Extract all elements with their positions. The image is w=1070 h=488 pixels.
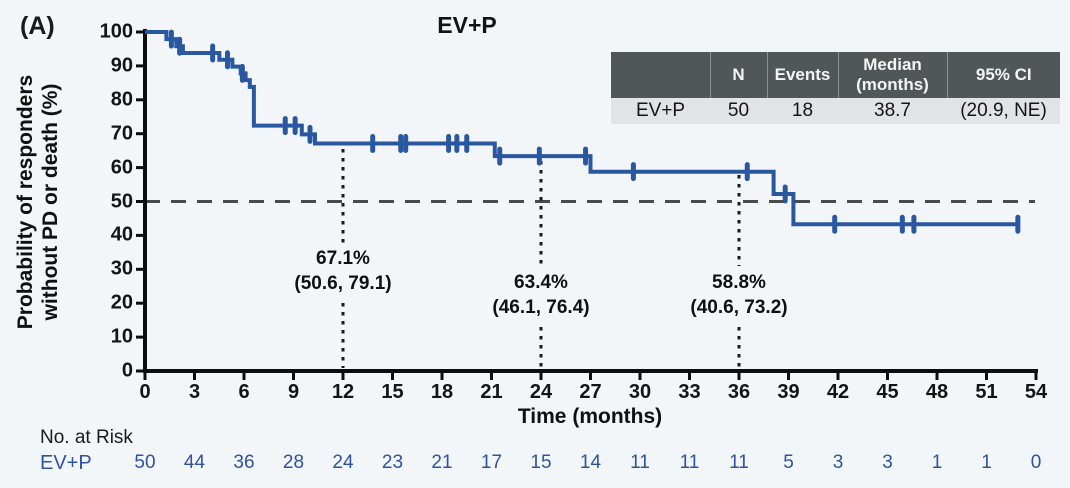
x-tick-label-12: 12: [331, 381, 355, 403]
y-tick-label-60: 60: [110, 156, 133, 179]
at-risk-count-36mo: 11: [729, 452, 749, 473]
at-risk-count-15mo: 23: [381, 452, 404, 473]
at-risk-count-27mo: 14: [579, 452, 602, 473]
at-risk-count-45mo: 3: [882, 452, 893, 473]
at-risk-count-51mo: 1: [981, 452, 992, 473]
x-tick-label-51: 51: [975, 381, 998, 403]
at-risk-count-0mo: 50: [134, 452, 156, 473]
landmark-annotation-36mo: 58.8% (40.6, 73.2): [690, 270, 787, 320]
x-tick-label-36: 36: [727, 381, 751, 403]
summary-header-ci: 95% CI: [947, 52, 1060, 98]
y-axis-label-line1: Probability of responders: [14, 74, 37, 330]
at-risk-count-18mo: 21: [431, 452, 453, 473]
at-risk-count-12mo: 24: [332, 452, 354, 473]
y-tick-label-100: 100: [99, 20, 133, 43]
summary-header-n: N: [710, 52, 768, 98]
at-risk-count-24mo: 15: [530, 452, 552, 473]
landmark-annotation-12mo: 67.1% (50.6, 79.1): [294, 246, 391, 296]
x-tick-label-54: 54: [1024, 381, 1048, 403]
y-tick-label-10: 10: [110, 325, 133, 348]
landmark-ci: (50.6, 79.1): [294, 273, 392, 294]
at-risk-count-9mo: 28: [282, 452, 305, 473]
x-tick-label-45: 45: [876, 381, 899, 403]
at-risk-group-label: EV+P: [40, 452, 92, 474]
x-tick-label-3: 3: [188, 381, 201, 403]
y-tick-label-70: 70: [110, 122, 133, 145]
y-tick-label-50: 50: [110, 190, 133, 212]
y-tick-label-90: 90: [110, 54, 133, 77]
y-tick-label-0: 0: [121, 359, 133, 382]
y-tick-label-40: 40: [110, 223, 133, 246]
at-risk-count-30mo: 11: [630, 452, 650, 473]
at-risk-count-54mo: 0: [1030, 452, 1042, 473]
at-risk-section-label: No. at Risk: [40, 427, 133, 448]
x-tick-label-48: 48: [925, 381, 949, 403]
panel-label: (A): [20, 12, 55, 40]
at-risk-count-48mo: 1: [931, 452, 943, 473]
x-tick-label-42: 42: [826, 381, 850, 403]
summary-table-data-row: EV+P 50 18 38.7 (20.9, NE): [611, 98, 1060, 124]
y-tick-label-80: 80: [110, 88, 133, 111]
summary-cell-median: 38.7: [838, 98, 947, 124]
chart-title: EV+P: [437, 12, 497, 38]
summary-header-median: Median (months): [838, 52, 948, 98]
x-tick-label-24: 24: [529, 381, 553, 403]
x-tick-label-27: 27: [579, 381, 602, 403]
x-tick-label-15: 15: [381, 381, 404, 403]
summary-cell-group: EV+P: [611, 98, 710, 124]
y-tick-label-20: 20: [110, 291, 133, 314]
x-tick-label-9: 9: [287, 381, 300, 403]
landmark-annotation-24mo: 63.4% (46.1, 76.4): [492, 270, 589, 320]
landmark-estimate: 63.4%: [514, 272, 568, 293]
summary-table-header-row: N Events Median (months) 95% CI: [611, 52, 1060, 98]
x-tick-label-33: 33: [678, 381, 701, 403]
y-axis-label-line2: without PD or death (%): [39, 83, 62, 321]
x-tick-label-18: 18: [430, 381, 454, 403]
summary-cell-ci: (20.9, NE): [947, 98, 1060, 124]
x-tick-label-30: 30: [628, 381, 652, 403]
at-risk-count-3mo: 44: [183, 452, 206, 473]
summary-cell-events: 18: [767, 98, 838, 124]
summary-cell-n: 50: [710, 98, 767, 124]
landmark-ci: (40.6, 73.2): [690, 297, 788, 318]
y-tick-label-30: 30: [110, 257, 133, 280]
at-risk-count-33mo: 11: [679, 452, 700, 473]
at-risk-count-21mo: 17: [480, 452, 503, 473]
summary-header-events: Events: [767, 52, 839, 98]
x-tick-label-0: 0: [139, 381, 151, 403]
x-tick-label-39: 39: [777, 381, 800, 403]
x-tick-label-6: 6: [238, 381, 250, 403]
landmark-ci: (46.1, 76.4): [492, 297, 590, 318]
x-axis-label: Time (months): [517, 405, 663, 428]
at-risk-count-39mo: 5: [783, 452, 794, 473]
landmark-estimate: 58.8%: [712, 272, 766, 293]
at-risk-count-42mo: 3: [832, 452, 844, 473]
summary-inset-table: N Events Median (months) 95% CI EV+P 50 …: [611, 52, 1060, 124]
x-tick-label-21: 21: [480, 381, 503, 403]
y-axis-label: Probability of responders without PD or …: [13, 2, 65, 402]
landmark-estimate: 67.1%: [316, 248, 370, 269]
summary-header-blank: [611, 52, 711, 98]
km-curve-evp: [145, 30, 1018, 227]
at-risk-count-6mo: 36: [233, 452, 255, 473]
